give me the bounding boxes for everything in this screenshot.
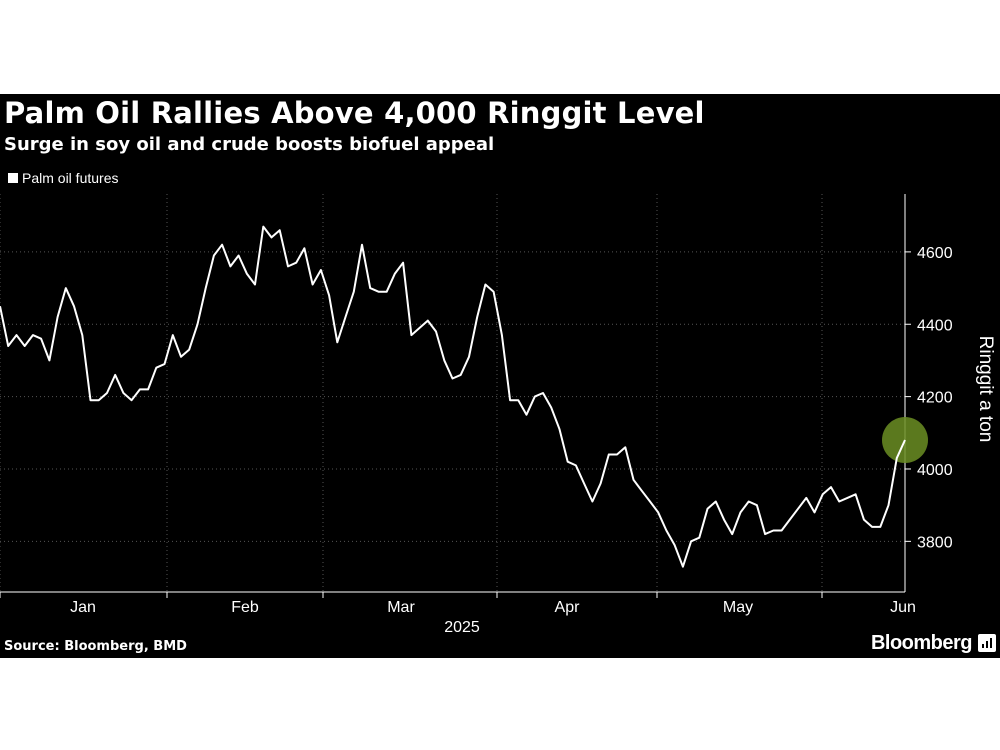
y-tick-label: 3800 xyxy=(917,534,953,551)
line-chart: 3800 4000 4200 4400 4600 Jan Feb Mar Apr May Jun 20… xyxy=(0,194,996,636)
x-tick-label: May xyxy=(723,599,753,616)
y-tick-label: 4000 xyxy=(917,462,953,479)
x-axis-label: 2025 xyxy=(444,619,480,636)
y-tick-label: 4400 xyxy=(917,317,953,334)
bloomberg-logo-icon xyxy=(978,634,996,652)
chart-panel: Palm Oil Rallies Above 4,000 Ringgit Lev… xyxy=(0,94,1000,658)
chart-subtitle: Surge in soy oil and crude boosts biofue… xyxy=(4,134,495,155)
brand-logo: Bloomberg xyxy=(870,632,973,654)
source-note: Source: Bloomberg, BMD xyxy=(4,639,187,654)
legend: Palm oil futures xyxy=(8,170,118,186)
legend-label: Palm oil futures xyxy=(22,170,119,186)
chart-title: Palm Oil Rallies Above 4,000 Ringgit Lev… xyxy=(4,96,705,130)
x-tick-label: Apr xyxy=(555,599,581,616)
x-tick-label: Jun xyxy=(890,599,916,616)
legend-swatch xyxy=(8,173,18,183)
x-tick-label: Jan xyxy=(70,599,96,616)
y-tick-label: 4200 xyxy=(917,390,953,407)
x-tick-label: Mar xyxy=(387,599,415,616)
y-axis-label: Ringgit a ton xyxy=(975,336,996,443)
series-line-palm-oil-futures xyxy=(0,225,906,568)
y-tick-label: 4600 xyxy=(917,245,953,262)
x-tick-label: Feb xyxy=(231,599,259,616)
